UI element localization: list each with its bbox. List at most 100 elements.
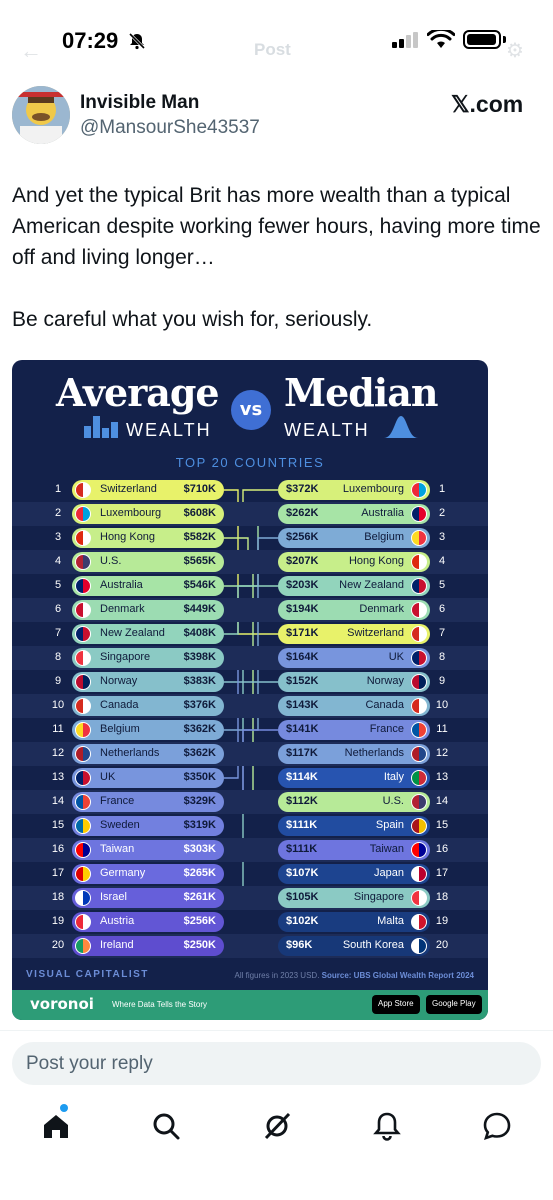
infographic-image[interactable]: Average vs Median WEALTH WEALTH TOP 20 C…	[12, 360, 488, 1020]
median-entry: Japan $107K	[278, 864, 430, 884]
faint-header-title: Post	[254, 40, 291, 59]
median-entry: Canada $143K	[278, 696, 430, 716]
flag-icon	[75, 602, 91, 618]
reply-input[interactable]: Post your reply	[12, 1042, 541, 1085]
wealth-value: $383K	[183, 675, 216, 687]
home-icon[interactable]	[40, 1110, 72, 1142]
country-name: Belgium	[364, 531, 404, 543]
messages-icon[interactable]	[481, 1110, 513, 1142]
rank-number: 14	[435, 795, 449, 807]
rank-number: 19	[51, 915, 65, 927]
rank-number: 17	[435, 867, 449, 879]
author-handle[interactable]: @MansourShe43537	[80, 117, 260, 138]
wealth-value: $582K	[183, 531, 216, 543]
ranking-row: 12 Netherlands $362K Netherlands $117K 12	[12, 742, 488, 766]
rank-number: 20	[435, 939, 449, 951]
median-entry: Spain $111K	[278, 816, 430, 836]
reply-placeholder: Post your reply	[26, 1053, 153, 1074]
rank-number: 1	[54, 483, 62, 495]
author-name[interactable]: Invisible Man	[80, 92, 200, 113]
country-name: UK	[388, 651, 404, 663]
rank-number: 15	[51, 819, 65, 831]
rank-number: 6	[54, 603, 62, 615]
country-name: U.S.	[382, 795, 404, 807]
rank-number: 9	[54, 675, 62, 687]
notifications-icon[interactable]	[371, 1110, 403, 1142]
ranking-row: 7 New Zealand $408K Switzerland $171K 7	[12, 622, 488, 646]
bell-slash-icon	[128, 32, 146, 50]
rank-number: 8	[54, 651, 62, 663]
median-entry: Italy $114K	[278, 768, 430, 788]
wealth-value: $107K	[286, 867, 319, 879]
settings-icon[interactable]: ⚙	[506, 40, 524, 62]
flag-icon	[411, 626, 427, 642]
title-median: Median	[284, 370, 438, 415]
flag-icon	[75, 674, 91, 690]
source-note: All figures in 2023 USD. Source: UBS Glo…	[234, 971, 474, 980]
wealth-value: $372K	[286, 483, 319, 495]
flag-icon	[411, 578, 427, 594]
rank-number: 13	[51, 771, 65, 783]
rank-number: 7	[54, 627, 62, 639]
median-entry: Hong Kong $207K	[278, 552, 430, 572]
country-name: South Korea	[342, 939, 404, 951]
ranking-row: 3 Hong Kong $582K Belgium $256K 3	[12, 526, 488, 550]
average-entry: France $329K	[72, 792, 224, 812]
wealth-value: $376K	[183, 699, 216, 711]
average-entry: Norway $383K	[72, 672, 224, 692]
flag-icon	[75, 818, 91, 834]
country-name: Singapore	[353, 891, 404, 903]
average-entry: Hong Kong $582K	[72, 528, 224, 548]
infographic-header: Average vs Median WEALTH WEALTH	[12, 360, 488, 450]
country-name: France	[369, 723, 404, 735]
average-entry: Canada $376K	[72, 696, 224, 716]
country-name: Ireland	[100, 939, 134, 951]
wealth-value: $262K	[286, 507, 319, 519]
ranking-row: 9 Norway $383K Norway $152K 9	[12, 670, 488, 694]
rank-number: 4	[54, 555, 62, 567]
google-play-badge[interactable]: Google Play	[426, 995, 482, 1014]
flag-icon	[411, 602, 427, 618]
country-name: Denmark	[100, 603, 145, 615]
back-icon[interactable]: ←	[20, 38, 42, 63]
wealth-value: $105K	[286, 891, 319, 903]
median-entry: New Zealand $203K	[278, 576, 430, 596]
flag-icon	[75, 770, 91, 786]
rank-number: 2	[438, 507, 446, 519]
search-icon[interactable]	[150, 1110, 182, 1142]
average-entry: Israel $261K	[72, 888, 224, 908]
avatar[interactable]	[12, 86, 70, 144]
app-store-badge[interactable]: App Store	[372, 995, 420, 1014]
average-entry: Denmark $449K	[72, 600, 224, 620]
country-name: Singapore	[100, 651, 151, 663]
wealth-value: $111K	[286, 843, 318, 855]
flag-icon	[75, 530, 91, 546]
rank-number: 5	[54, 579, 62, 591]
rank-number: 18	[51, 891, 65, 903]
average-entry: U.S. $565K	[72, 552, 224, 572]
voronoi-banner: voronoi Where Data Tells the Story App S…	[12, 990, 488, 1020]
rank-number: 1	[438, 483, 446, 495]
ranking-row: 2 Luxembourg $608K Australia $262K 2	[12, 502, 488, 526]
ranking-row: 11 Belgium $362K France $141K 11	[12, 718, 488, 742]
average-entry: Ireland $250K	[72, 936, 224, 956]
visual-capitalist-logo: VISUAL CAPITALIST	[26, 969, 149, 980]
ranking-row: 17 Germany $265K Japan $107K 17	[12, 862, 488, 886]
median-entry: Malta $102K	[278, 912, 430, 932]
country-name: UK	[100, 771, 116, 783]
subtitle-wealth-right: WEALTH	[284, 420, 370, 440]
wealth-value: $250K	[183, 939, 216, 951]
flag-icon	[411, 818, 427, 834]
average-entry: UK $350K	[72, 768, 224, 788]
x-logo: 𝕏.com	[451, 91, 524, 117]
country-name: Norway	[366, 675, 404, 687]
rank-number: 7	[438, 627, 446, 639]
grok-icon[interactable]	[261, 1110, 293, 1142]
flag-icon	[75, 746, 91, 762]
rank-number: 19	[435, 915, 449, 927]
flag-icon	[411, 482, 427, 498]
wealth-value: $408K	[183, 627, 216, 639]
rank-number: 18	[435, 891, 449, 903]
country-name: Malta	[377, 915, 404, 927]
country-name: Hong Kong	[100, 531, 156, 543]
